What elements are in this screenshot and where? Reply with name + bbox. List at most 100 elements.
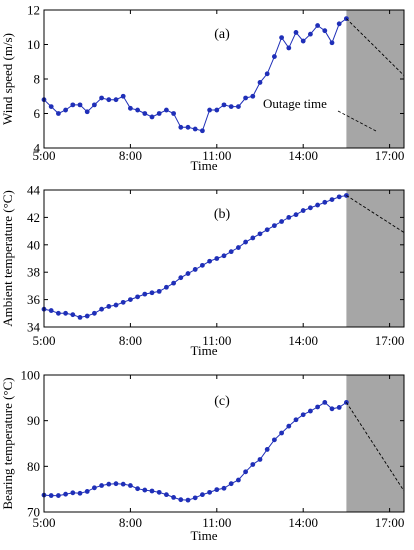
x-tick-label: 14:00 xyxy=(288,148,318,163)
data-point xyxy=(113,481,119,487)
panel-label: (b) xyxy=(214,207,231,222)
chart-panel-2: 5:00 8:00 11:00 14:00 17:00 34 36 38 40 42 44 Time A… xyxy=(0,183,405,358)
data-point xyxy=(279,219,284,224)
data-point xyxy=(48,104,54,109)
x-tick-label: 11:00 xyxy=(202,148,231,163)
panel-label: (a) xyxy=(214,27,230,42)
x-tick-label: 5:00 xyxy=(32,515,55,530)
forecast-line xyxy=(346,18,405,76)
x-tick-label: 5:00 xyxy=(32,333,55,348)
y-axis-label: Wind speed (m/s) xyxy=(0,33,15,125)
data-point xyxy=(77,315,83,320)
data-point xyxy=(308,408,313,414)
data-point xyxy=(106,97,112,103)
data-point xyxy=(127,105,133,111)
x-tick-label: 8:00 xyxy=(119,148,142,163)
data-point xyxy=(228,104,234,109)
data-point xyxy=(228,481,234,487)
annotation-pointer xyxy=(337,110,377,132)
outage-region xyxy=(346,190,404,327)
data-point xyxy=(315,23,320,28)
data-point xyxy=(63,107,68,113)
data-point xyxy=(99,483,104,488)
data-point xyxy=(221,102,227,108)
data-point xyxy=(156,111,162,116)
y-tick-label: 10 xyxy=(27,37,40,52)
x-tick-label: 17:00 xyxy=(375,515,405,530)
data-point xyxy=(300,412,306,418)
y-tick-label: 38 xyxy=(27,265,40,280)
data-point xyxy=(92,102,97,108)
data-point xyxy=(113,302,119,308)
data-point xyxy=(178,275,184,281)
data-point xyxy=(236,104,241,109)
data-point xyxy=(207,489,213,495)
x-tick-label: 8:00 xyxy=(119,333,142,348)
data-point xyxy=(286,423,292,429)
data-point xyxy=(120,93,126,99)
data-point xyxy=(185,124,191,130)
y-tick-label: 12 xyxy=(27,3,40,18)
data-point xyxy=(99,306,104,312)
data-point xyxy=(236,477,241,483)
data-point xyxy=(308,205,313,211)
x-tick-label: 14:00 xyxy=(288,515,318,530)
forecast-line xyxy=(346,402,405,492)
data-point xyxy=(236,245,241,250)
data-point xyxy=(106,304,112,309)
data-point xyxy=(336,194,342,200)
data-point xyxy=(329,40,335,46)
x-tick-label: 17:00 xyxy=(375,333,405,348)
data-point xyxy=(120,299,126,305)
data-point xyxy=(243,239,249,245)
data-point xyxy=(336,405,342,410)
data-point xyxy=(171,111,177,116)
data-point xyxy=(207,107,213,113)
data-point xyxy=(135,294,141,300)
series-line xyxy=(43,195,347,318)
data-point xyxy=(257,457,263,462)
data-point xyxy=(243,469,249,475)
x-tick-label: 5:00 xyxy=(32,148,55,163)
data-point xyxy=(149,488,155,494)
data-point xyxy=(99,95,104,101)
data-point xyxy=(92,485,97,491)
data-point xyxy=(336,21,342,27)
data-point xyxy=(293,212,299,218)
data-point xyxy=(164,492,169,498)
data-point xyxy=(293,30,299,35)
data-point xyxy=(127,483,133,488)
y-axis-label: Bearing temperature (°C) xyxy=(0,377,15,509)
data-point xyxy=(214,256,220,261)
y-tick-label: 8 xyxy=(34,72,41,87)
data-point xyxy=(120,481,126,487)
data-point xyxy=(92,310,97,316)
plot-frame xyxy=(43,374,405,513)
data-point xyxy=(56,111,61,116)
data-point xyxy=(250,235,256,241)
data-point xyxy=(293,417,299,423)
data-point xyxy=(214,107,220,113)
outage-annotation: Outage time xyxy=(263,96,327,111)
data-point xyxy=(279,35,284,40)
data-point xyxy=(264,227,270,233)
data-point xyxy=(56,493,61,498)
data-point xyxy=(192,267,198,272)
y-tick-label: 80 xyxy=(27,459,40,474)
data-point xyxy=(300,38,306,44)
data-point xyxy=(135,486,141,492)
y-axis-label: Ambient temperature (°C) xyxy=(0,190,15,327)
data-point xyxy=(228,249,234,255)
y-tick-label: 100 xyxy=(21,368,41,383)
y-tick-label: 42 xyxy=(27,210,40,225)
data-point xyxy=(200,128,205,134)
data-point xyxy=(84,313,90,319)
data-point xyxy=(178,497,184,503)
outage-region xyxy=(346,375,404,512)
data-point xyxy=(113,97,119,103)
y-tick-label: 40 xyxy=(27,237,40,252)
data-point xyxy=(214,487,220,493)
data-point xyxy=(185,271,191,276)
x-tick-label: 17:00 xyxy=(375,148,405,163)
x-tick-label: 14:00 xyxy=(288,333,318,348)
